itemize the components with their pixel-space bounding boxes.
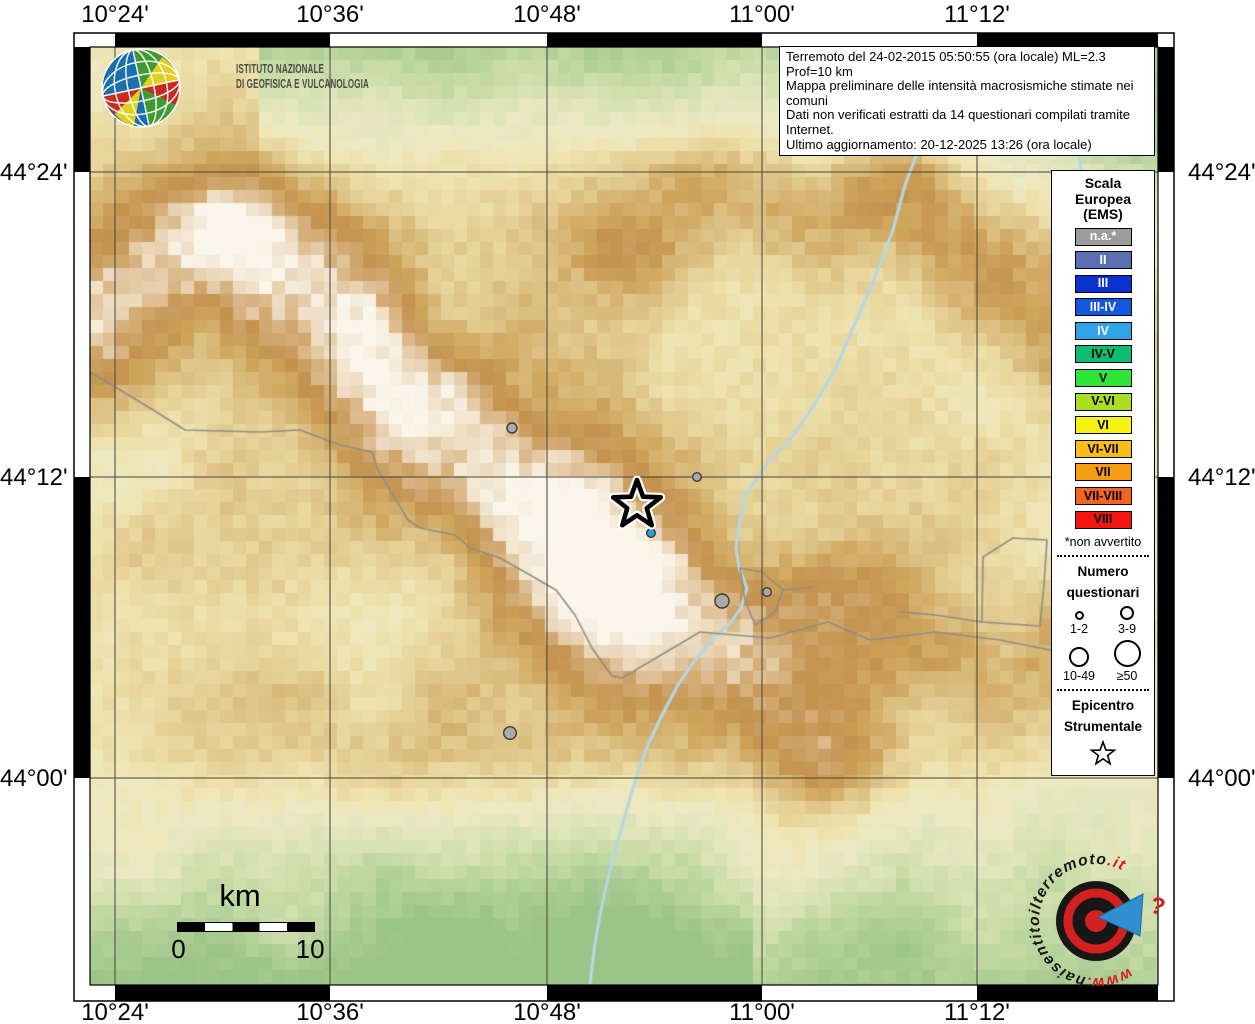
size-class-10-49: 10-49 [1057, 640, 1101, 683]
size-class-circle-icon [1113, 640, 1141, 668]
legend-title-line2: Europea [1074, 190, 1131, 207]
legend-separator-2 [1057, 689, 1149, 692]
size-class-label: ≥50 [1116, 669, 1138, 684]
terrain-map-canvas [90, 47, 1158, 985]
info-line-map-type: Mappa preliminare delle intensità macros… [786, 78, 1134, 108]
tick-label-top: 10°24' [81, 1, 149, 28]
scale-bar: km 0 10 [160, 878, 340, 964]
legend-questionnaires-title: Numero questionari [1067, 561, 1140, 603]
legend-chip-vii-viii: VII-VIII [1074, 487, 1132, 506]
tick-label-top: 11°12' [944, 1, 1010, 28]
neatline-segment [74, 477, 90, 778]
legend-chip-ii: II [1074, 251, 1132, 270]
legend-chip-vi: VI [1074, 416, 1132, 435]
size-class-1-2: 1-2 [1057, 606, 1101, 636]
scale-bar-graphic [177, 922, 315, 932]
legend-title-line3: (EMS) [1083, 206, 1123, 222]
legend-chip-iii-iv: III-IV [1074, 298, 1132, 317]
legend-title: Scala Europea (EMS) [1074, 175, 1131, 223]
neatline-segment [1158, 477, 1174, 778]
scale-bar-unit: km [219, 878, 261, 913]
size-class-circle-icon [1074, 611, 1084, 621]
legend-chip-v-vi: V-VI [1074, 392, 1132, 411]
legend-chip-vii: VII [1074, 463, 1132, 482]
legend-chip-viii: VIII [1074, 510, 1132, 529]
neatline-segment [1158, 47, 1174, 172]
tick-label-left: 44°00' [0, 765, 68, 792]
tick-label-bottom: 11°00' [729, 999, 795, 1024]
tick-label-left: 44°12' [0, 464, 68, 491]
legend-chip-n-a-: n.a.* [1074, 227, 1132, 246]
legend-chip-iv-v: IV-V [1074, 345, 1132, 364]
legend-chip-vi-vii: VI-VII [1074, 439, 1132, 458]
legend-separator [1057, 555, 1149, 558]
legend-questionnaires-line2: questionari [1066, 585, 1140, 601]
neatline-segment [977, 33, 1158, 47]
legend-title-line1: Scala [1084, 175, 1122, 191]
tick-label-top: 11°00' [729, 1, 795, 28]
legend-panel: Scala Europea (EMS) n.a.* II III III-IV IV IV… [1051, 170, 1155, 776]
neatline-band-left [74, 33, 90, 1001]
legend-epicenter-star-icon [1089, 739, 1117, 766]
event-info-box: Terremoto del 24-02-2015 05:50:55 (ora l… [779, 46, 1155, 157]
tick-label-bottom: 10°24' [81, 999, 149, 1024]
info-line-updated: Ultimo aggiornamento: 20-12-2025 13:26 (… [786, 136, 1092, 152]
tick-label-right: 44°24' [1188, 159, 1255, 186]
neatline-segment [547, 33, 762, 47]
tick-label-bottom: 11°12' [944, 999, 1010, 1024]
size-class-circle-icon [1069, 647, 1089, 668]
ingv-title: ISTITUTO NAZIONALE DI GEOFISICA E VULCAN… [236, 61, 369, 91]
neatline-band-right [1158, 33, 1174, 1001]
size-class-label: 1-2 [1069, 622, 1089, 637]
tick-label-bottom: 10°36' [296, 999, 364, 1024]
legend-epicenter-line1: Epicentro [1071, 698, 1135, 714]
size-class-label: 3-9 [1117, 622, 1137, 637]
neatline-segment [115, 33, 330, 47]
legend-size-classes: 1-2 3-9 10-49 ≥50 [1057, 606, 1149, 683]
size-class-circle-icon [1120, 606, 1134, 621]
legend-questionnaires-line1: Numero [1077, 564, 1129, 580]
info-line-data-source: Dati non verificati estratti da 14 quest… [786, 107, 1130, 137]
tick-label-top: 10°36' [296, 1, 364, 28]
tick-label-right: 44°00' [1188, 765, 1255, 792]
size-class-3-9: 3-9 [1105, 606, 1149, 636]
ingv-title-line1: ISTITUTO NAZIONALE [236, 61, 325, 76]
legend-chip-iv: IV [1074, 321, 1132, 340]
size-class--50: ≥50 [1105, 640, 1149, 683]
tick-label-right: 44°12' [1188, 464, 1255, 491]
ingv-title-line2: DI GEOFISICA E VULCANOLOGIA [236, 76, 369, 91]
legend-chip-v: V [1074, 369, 1132, 388]
legend-epicenter-line2: Strumentale [1063, 719, 1143, 735]
legend-intensity-scale: n.a.* II III III-IV IV IV-V V V-VI VI VI-VII VII VI… [1074, 227, 1132, 535]
tick-label-bottom: 10°48' [513, 999, 581, 1024]
ingv-logo: ISTITUTO NAZIONALE DI GEOFISICA E VULCAN… [100, 46, 369, 130]
size-class-label: 10-49 [1063, 669, 1095, 684]
scale-bar-end: 10 [295, 934, 325, 964]
tick-label-top: 10°48' [513, 1, 581, 28]
tick-label-left: 44°24' [0, 159, 68, 186]
legend-chip-iii: III [1074, 274, 1132, 293]
scale-bar-start: 0 [171, 934, 186, 964]
ingv-globe-icon [101, 48, 181, 128]
info-line-event: Terremoto del 24-02-2015 05:50:55 (ora l… [786, 49, 1106, 79]
legend-epicenter-title: Epicentro Strumentale [1064, 695, 1142, 737]
neatline-band-top [74, 33, 1174, 47]
neatline-segment [74, 47, 90, 172]
legend-footnote: *non avvertito [1064, 535, 1142, 550]
